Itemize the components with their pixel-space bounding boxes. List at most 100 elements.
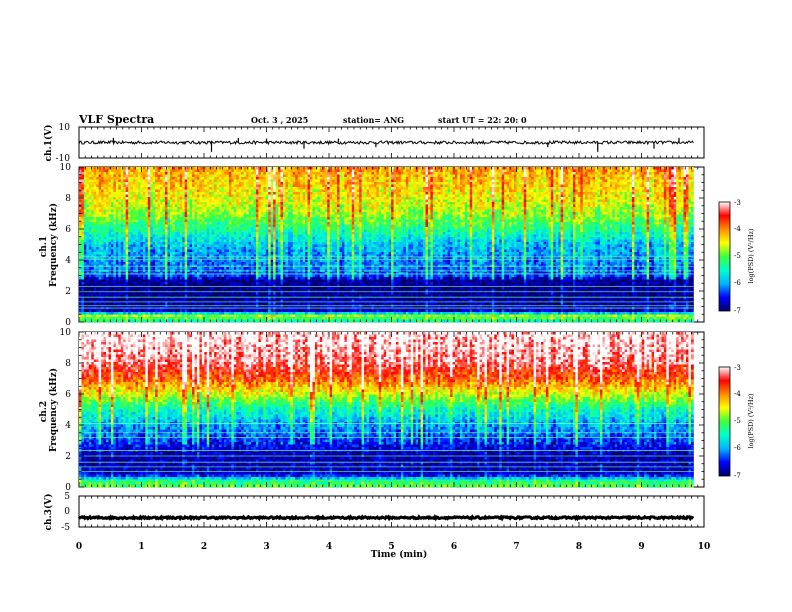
spectrogram-cell [204, 184, 208, 188]
spectrogram-cell [169, 282, 173, 285]
spectrogram-cell [187, 187, 190, 190]
spectrogram-cell [241, 234, 245, 238]
spectrogram-cell [233, 219, 237, 223]
spectrogram-cell [260, 309, 264, 313]
spectrogram-cell [253, 232, 257, 235]
spectrogram-cell [145, 317, 149, 320]
spectrogram-cell [123, 239, 127, 243]
spectrogram-cell [157, 207, 161, 210]
spectrogram-cell [194, 247, 198, 250]
spectrogram-cell [206, 294, 210, 298]
spectrogram-cell [128, 277, 132, 280]
spectrogram-cell [93, 192, 97, 195]
spectrogram-cell [221, 222, 225, 225]
spectrogram-cell [155, 204, 159, 208]
spectrogram-cell [101, 202, 104, 205]
spectrogram-cell [103, 237, 107, 240]
spectrogram-cell [241, 317, 245, 320]
spectrogram-cell [167, 172, 171, 175]
spectrogram-cell [199, 239, 203, 243]
spectrogram-cell [268, 219, 272, 223]
spectrogram-cell [103, 169, 107, 173]
spectrogram-cell [106, 187, 109, 190]
spectrogram-cell [150, 279, 154, 283]
spectrogram-cell [233, 307, 237, 310]
spectrogram-cell [199, 192, 203, 195]
spectrogram-cell [216, 247, 220, 250]
spectrogram-cell [265, 242, 269, 245]
spectrogram-cell [226, 224, 230, 228]
spectrogram-cell [204, 282, 208, 285]
spectrogram-cell [83, 229, 87, 233]
spectrogram-cell [241, 287, 245, 290]
spectrogram-cell [155, 177, 159, 180]
spectrogram-cell [169, 289, 173, 293]
spectrogram-cell [182, 302, 186, 305]
spectrogram-cell [93, 289, 97, 293]
spectrogram-cell [273, 222, 276, 225]
spectrogram-cell [204, 272, 208, 275]
spectrogram-cell [233, 259, 237, 263]
spectrogram-cell [98, 199, 102, 203]
spectrogram-cell [79, 232, 82, 235]
spectrogram-cell [258, 197, 262, 200]
spectrogram-cell [155, 182, 159, 185]
spectrogram-cell [260, 244, 264, 248]
spectrogram-cell [174, 314, 178, 318]
spectrogram-cell [123, 229, 127, 233]
spectrogram-cell [192, 217, 195, 220]
spectrogram-cell [221, 232, 225, 235]
spectrogram-cell [228, 314, 232, 318]
spectrogram-cell [130, 312, 134, 315]
spectrogram-cell [187, 224, 190, 228]
spectrogram-cell [219, 294, 222, 298]
spectrogram-cell [223, 319, 227, 323]
spectrogram-cell [101, 217, 104, 220]
spectrogram-cell [152, 289, 156, 293]
spectrogram-cell [228, 229, 232, 233]
spectrogram-cell [110, 267, 114, 270]
spectrogram-cell [263, 209, 267, 213]
spectrogram-cell [140, 262, 144, 265]
spectrogram-cell [157, 222, 161, 225]
spectrogram-cell [81, 262, 85, 265]
spectrogram-cell [113, 214, 117, 218]
spectrogram-cell [108, 267, 112, 270]
spectrogram-cell [120, 197, 124, 200]
spectrogram-cell [265, 237, 269, 240]
spectrogram-cell [147, 199, 151, 203]
spectrogram-cell [228, 247, 232, 250]
spectrogram-cell [106, 214, 109, 218]
spectrogram-cell [165, 244, 168, 248]
spectrogram-cell [248, 319, 252, 323]
spectrogram-cell [133, 309, 136, 313]
spectrogram-cell [96, 314, 100, 318]
spectrogram-cell [130, 204, 134, 208]
spectrogram-cell [221, 282, 225, 285]
spectrogram-cell [187, 174, 190, 178]
spectrogram-cell [135, 262, 139, 265]
spectrogram-cell [88, 277, 92, 280]
spectrogram-cell [142, 179, 146, 183]
spectrogram-cell [142, 294, 146, 298]
spectrogram-cell [219, 312, 222, 315]
spectrogram-cell [157, 319, 161, 323]
spectrogram-cell [128, 247, 132, 250]
spectrogram-cell [142, 232, 146, 235]
spectrogram-cell [241, 302, 245, 305]
spectrogram-cell [204, 254, 208, 258]
spectrogram-cell [93, 249, 97, 253]
spectrogram-cell [155, 227, 159, 230]
spectrogram-cell [130, 319, 134, 323]
spectrogram-cell [201, 244, 205, 248]
spectrogram-cell [255, 307, 259, 310]
spectrogram-cell [182, 167, 186, 170]
spectrogram-cell [270, 184, 274, 188]
spectrogram-cell [179, 239, 183, 243]
spectrogram-cell [187, 192, 190, 195]
spectrogram-cell [246, 182, 249, 185]
spectrogram-cell [179, 202, 183, 205]
spectrogram-cell [145, 172, 149, 175]
spectrogram-cell [155, 249, 159, 253]
spectrogram-cell [88, 192, 92, 195]
